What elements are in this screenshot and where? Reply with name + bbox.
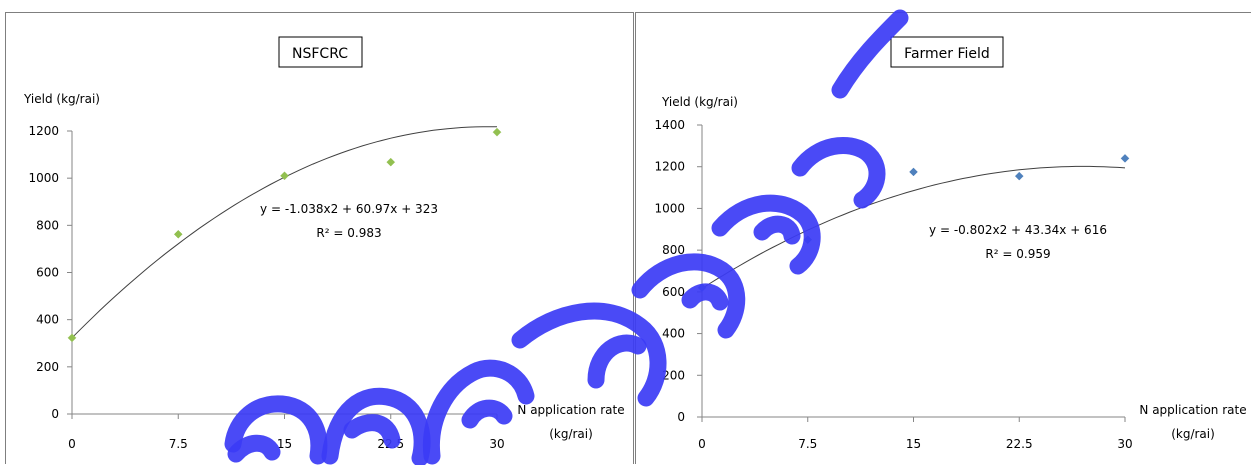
chart-nsfcrc: 0 200 400 600 800 1000 1200 0 7.5 15 22.5 30 NSFCRC Y… [23,36,625,451]
y-tick-label: 1000 [28,171,59,185]
data-point [492,127,502,137]
y-tick-label: 600 [662,285,685,299]
data-point [280,171,289,181]
chart-title: Farmer Field [904,46,990,62]
y-tick-label: 1200 [654,160,685,174]
x-axis-title-line1: N application rate [517,403,624,417]
x-tick-label: 15 [906,437,921,451]
y-tick-label: 400 [662,327,685,341]
y-tick-label: 1000 [654,201,685,215]
x-tick-label: 22.5 [377,437,404,451]
x-tick-label: 7.5 [798,437,817,451]
data-point [803,235,813,245]
x-axis-title-line1: N application rate [1139,403,1246,417]
y-tick-label: 1200 [28,124,59,138]
y-tick-label: 0 [51,407,59,421]
title-box [278,36,363,68]
y-tick-label: 400 [36,313,59,327]
x-tick-label: 22.5 [1006,437,1033,451]
data-point [1014,171,1024,181]
data-point [909,167,918,177]
y-tick-label: 0 [677,410,685,424]
x-tick-label: 0 [68,437,76,451]
y-tick-label: 800 [36,218,59,232]
y-axis-title: Yield (kg/rai) [23,92,100,106]
x-axis-title-line2: (kg/rai) [1171,427,1215,441]
y-tick-label: 1400 [654,118,685,132]
x-tick-label: 30 [489,437,504,451]
y-tick-label: 200 [36,360,59,374]
data-point [386,157,396,167]
y-tick-label: 600 [36,266,59,280]
chart-farmer-field: 0 200 400 600 800 1000 1200 1400 0 7.5 15 22.5 30 Far… [654,36,1247,451]
data-point [697,283,707,293]
chart-panel-nsfcrc: 0 200 400 600 800 1000 1200 0 7.5 15 22.5 30 NSFCRC Y… [5,12,634,464]
data-point [173,229,183,239]
r-squared-label: R² = 0.959 [985,247,1050,261]
trendline-equation: y = -0.802x2 + 43.34x + 616 [929,223,1107,237]
data-point [1120,154,1130,163]
y-tick-label: 200 [662,368,685,382]
x-tick-label: 7.5 [169,437,188,451]
chart-panel-farmer-field: 0 200 400 600 800 1000 1200 1400 0 7.5 15 22.5 30 Far… [635,12,1251,464]
trendline [71,126,498,339]
trendline-equation: y = -1.038x2 + 60.97x + 323 [260,202,438,216]
x-tick-label: 15 [277,437,292,451]
title-box [890,36,1004,68]
x-tick-label: 0 [698,437,706,451]
r-squared-label: R² = 0.983 [316,226,381,240]
y-tick-label: 800 [662,243,685,257]
x-axis-title-line2: (kg/rai) [549,427,593,441]
data-point [67,333,77,343]
chart-title: NSFCRC [292,46,348,62]
y-axis-title: Yield (kg/rai) [661,95,738,109]
x-tick-label: 30 [1117,437,1132,451]
